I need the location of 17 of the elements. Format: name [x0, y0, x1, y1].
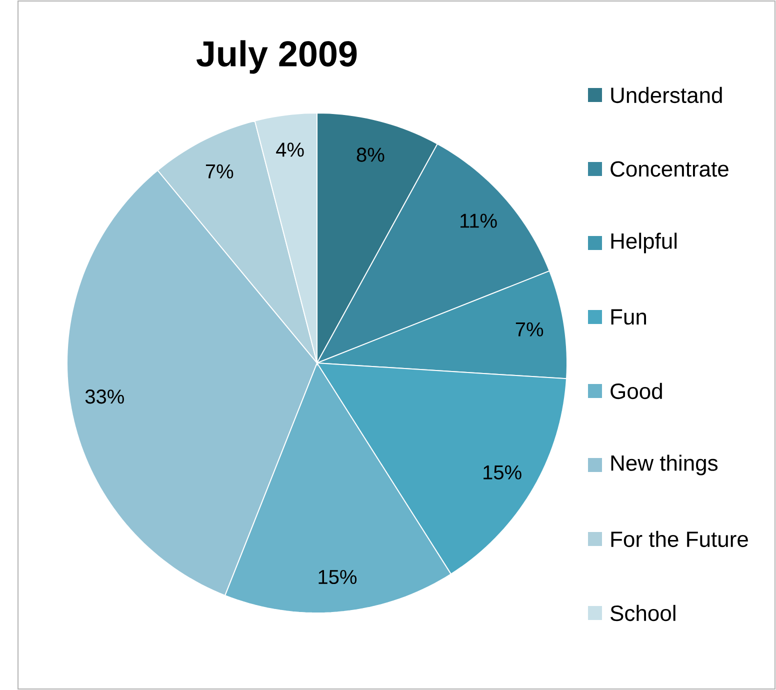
data-label: 7% — [206, 164, 234, 178]
data-label: 4% — [276, 142, 304, 157]
data-label: 11% — [460, 214, 497, 228]
data-label: 8% — [356, 148, 384, 162]
data-label: 15% — [318, 570, 357, 584]
data-label: 7% — [516, 322, 544, 336]
legend-label: Good — [610, 382, 662, 400]
legend-label: Fun — [611, 309, 646, 325]
legend-label: For the Future — [611, 530, 748, 548]
legend-label: Understand — [611, 86, 722, 104]
data-label: 15% — [484, 465, 522, 480]
legend-label: Helpful — [611, 232, 677, 254]
chart-title: July 2009 — [196, 40, 357, 74]
legend-label: New things — [611, 454, 718, 476]
data-label: 33% — [85, 390, 124, 404]
legend-label: School — [610, 604, 676, 622]
legend-label: Concentrate — [610, 161, 728, 177]
